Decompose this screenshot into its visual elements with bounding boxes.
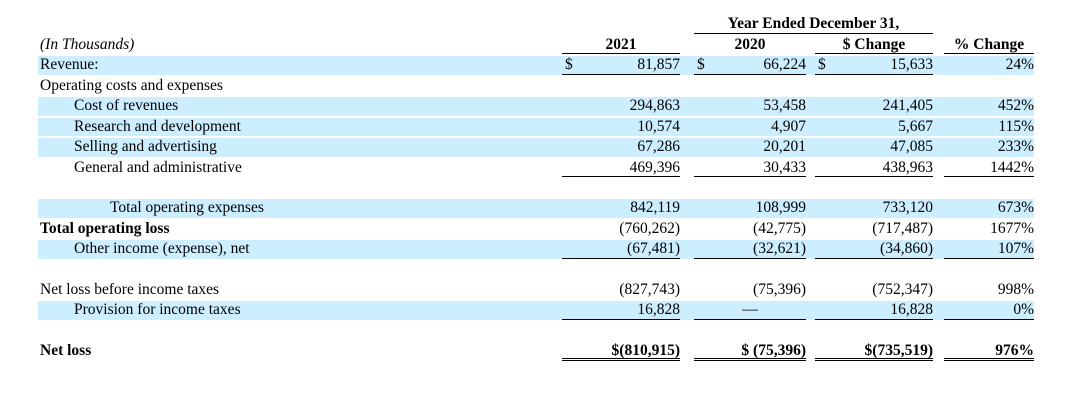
col-header-2021: 2021 (562, 35, 680, 54)
row-label: Net loss (40, 341, 92, 359)
row-label: Cost of revenues (74, 97, 179, 114)
cell-dollar-change: $(735,519) (815, 341, 933, 361)
row-label: Operating costs and expenses (40, 76, 223, 94)
table-row-net-loss: Net loss $(810,915) $ (75,396) $(735,519… (38, 341, 1038, 362)
cell-2021: $81,857 (562, 55, 680, 75)
cell-2020: $66,224 (694, 55, 806, 75)
cell-dollar-change: 47,085 (890, 138, 933, 155)
row-label: Net loss before income taxes (40, 280, 220, 298)
table-row-general-administrative: General and administrative 469,396 30,43… (38, 158, 1038, 179)
cell-pct-change: 115% (998, 117, 1034, 135)
units-label: (In Thousands) (40, 35, 135, 53)
row-label: Research and development (74, 117, 241, 135)
table-row-selling-advertising: Selling and advertising 67,286 20,201 47… (38, 137, 1038, 158)
header-period-row: Year Ended December 31, (38, 14, 1038, 35)
cell-dollar-change: 16,828 (815, 300, 933, 320)
table-row-net-loss-before-taxes: Net loss before income taxes (827,743) (… (38, 280, 1038, 301)
cell-dollar-change: (717,487) (872, 219, 933, 237)
table-row-cost-of-revenues: Cost of revenues 294,863 53,458 241,405 … (38, 96, 1038, 117)
cell-2021: (67,481) (562, 239, 680, 259)
period-header: Year Ended December 31, (694, 14, 933, 34)
cell-2020: (42,775) (753, 219, 806, 237)
row-label: General and administrative (74, 158, 242, 176)
spacer (38, 178, 1038, 198)
spacer (38, 321, 1038, 341)
cell-2021: 67,286 (637, 138, 680, 155)
cell-2020: 108,999 (755, 199, 806, 216)
cell-pct-change: 0% (944, 300, 1034, 320)
cell-2021: 10,574 (637, 117, 680, 135)
col-header-pct-change: % Change (944, 35, 1034, 54)
cell-2020: (32,621) (694, 239, 806, 259)
cell-pct-change: 976% (944, 341, 1034, 361)
cell-pct-change: 1442% (944, 158, 1034, 177)
cell-2021: 16,828 (562, 300, 680, 320)
cell-pct-change: 233% (997, 138, 1034, 155)
cell-pct-change: 673% (997, 199, 1034, 216)
row-label: Provision for income taxes (74, 301, 241, 318)
row-label: Selling and advertising (74, 138, 217, 155)
cell-2021: 294,863 (629, 97, 680, 114)
cell-2020: (75,396) (753, 280, 806, 298)
currency-symbol: $ (565, 56, 573, 73)
cell-2021: (760,262) (619, 219, 680, 237)
cell-2020: $ (75,396) (694, 341, 806, 361)
cell-pct-change: 998% (997, 280, 1034, 298)
table-row-research-development: Research and development 10,574 4,907 5,… (38, 117, 1038, 138)
row-label: Total operating loss (40, 219, 170, 237)
cell-dollar-change: $15,633 (815, 55, 933, 75)
col-header-dollar-change: $ Change (815, 35, 933, 54)
table-row-total-operating-loss: Total operating loss (760,262) (42,775) … (38, 219, 1038, 240)
table-row-revenue: Revenue: $81,857 $66,224 $15,633 24% (38, 55, 1038, 76)
cell-2020: 4,907 (771, 117, 806, 135)
currency-symbol: $ (818, 56, 826, 73)
cell-2021: (827,743) (619, 280, 680, 298)
table-row-provision-income-taxes: Provision for income taxes 16,828 — 16,8… (38, 300, 1038, 321)
table-row-total-operating-expenses: Total operating expenses 842,119 108,999… (38, 198, 1038, 219)
cell-dollar-change: 438,963 (815, 158, 933, 177)
cell-pct-change: 452% (997, 97, 1034, 114)
cell-dollar-change: 241,405 (882, 97, 933, 114)
cell-2021: $(810,915) (562, 341, 680, 361)
cell-dollar-change: (34,860) (815, 239, 933, 259)
row-label: Other income (expense), net (74, 240, 250, 257)
cell-dollar-change: 733,120 (882, 199, 933, 216)
row-label: Total operating expenses (110, 199, 264, 216)
spacer (38, 260, 1038, 280)
cell-2021: 842,119 (630, 199, 680, 216)
cell-2020: — (694, 300, 806, 320)
income-statement-table: Year Ended December 31, (In Thousands) 2… (38, 14, 1038, 361)
cell-pct-change: 1677% (990, 219, 1034, 237)
cell-2020: 30,433 (694, 158, 806, 177)
cell-pct-change: 107% (944, 239, 1034, 259)
currency-symbol: $ (697, 56, 705, 73)
cell-2021: 469,396 (562, 158, 680, 177)
header-columns-row: (In Thousands) 2021 2020 $ Change % Chan… (38, 35, 1038, 56)
col-header-2020: 2020 (734, 35, 766, 53)
cell-dollar-change: (752,347) (872, 280, 933, 298)
cell-2020: 20,201 (763, 138, 806, 155)
row-label: Revenue: (40, 56, 99, 73)
cell-dollar-change: 5,667 (898, 117, 933, 135)
table-row-operating-costs-heading: Operating costs and expenses (38, 76, 1038, 97)
cell-2020: 53,458 (763, 97, 806, 114)
cell-pct-change: 24% (1005, 56, 1034, 73)
table-row-other-income: Other income (expense), net (67,481) (32… (38, 239, 1038, 260)
